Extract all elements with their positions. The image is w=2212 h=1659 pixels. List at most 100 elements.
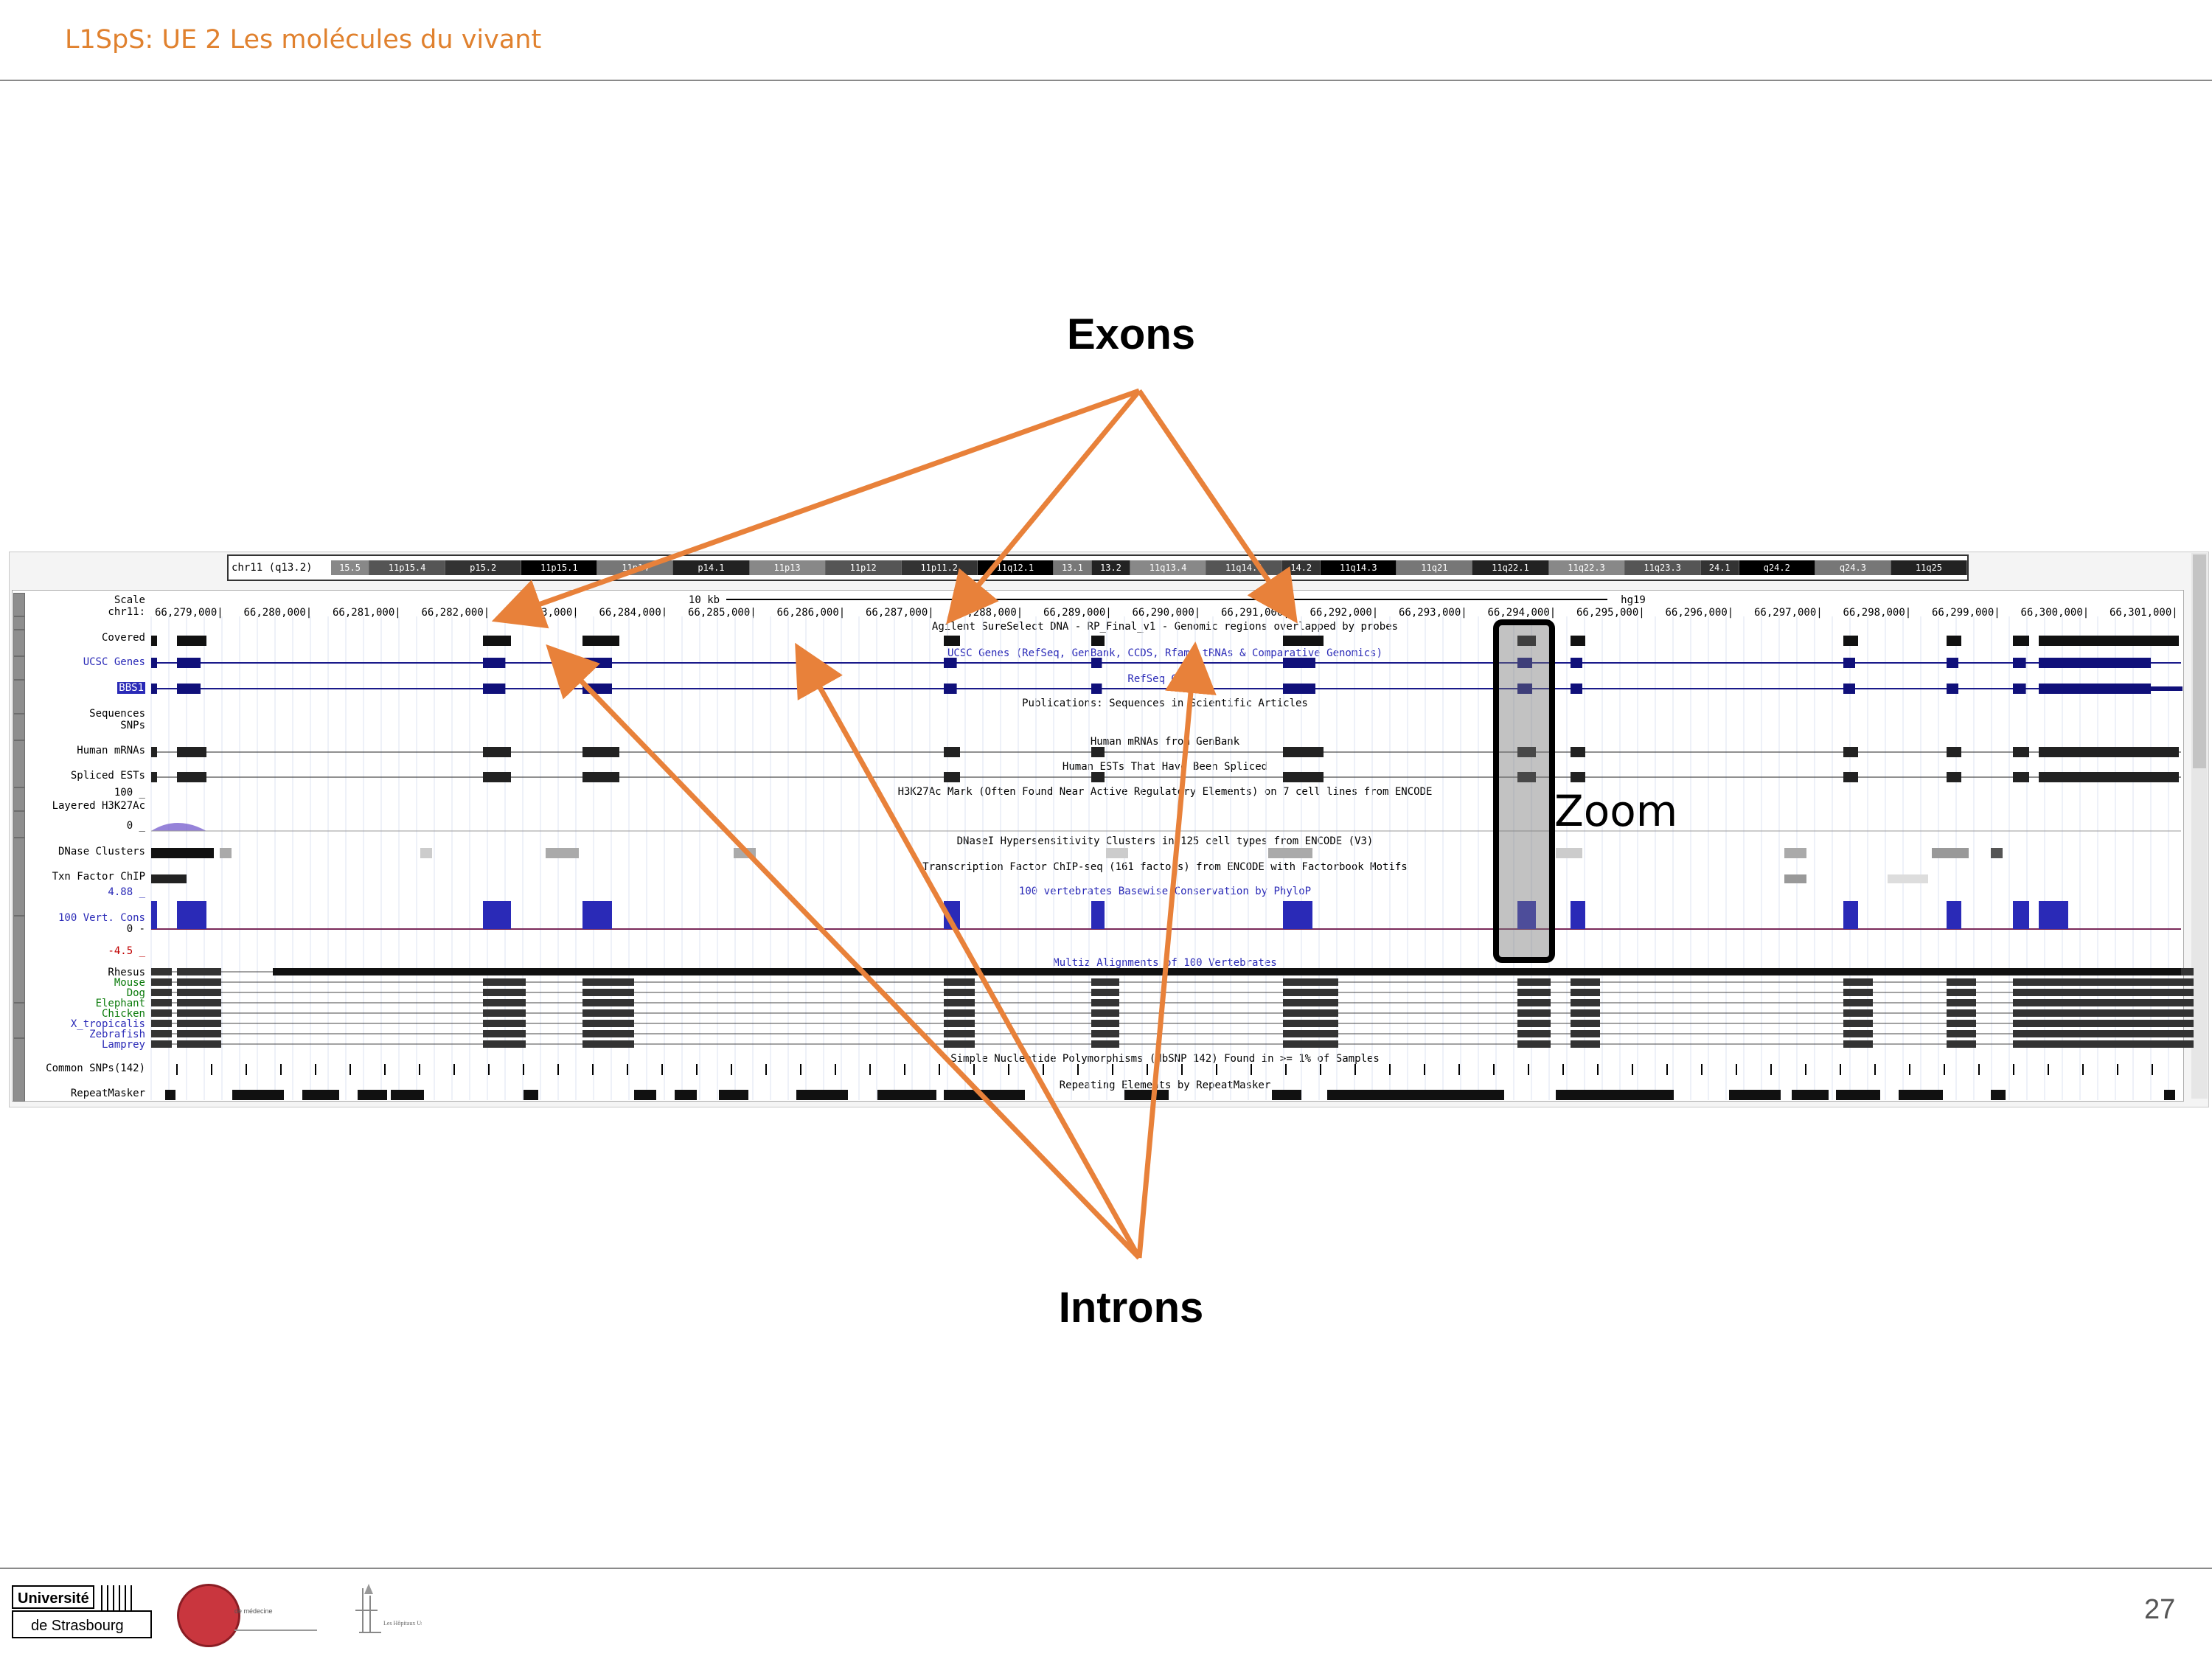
ideogram-band[interactable]: 11q25 [1891,560,1968,575]
multiz-track-title: Multiz Alignments of 100 Vertebrates [1053,957,1277,969]
dnase-track-title: DNaseI Hypersensitivity Clusters in 125 … [956,835,1374,847]
footer-rule [0,1568,2212,1569]
tfbs-track-title: Transcription Factor ChIP-seq (161 facto… [922,861,1408,873]
side-button-tfbs[interactable] [13,811,25,838]
coordinate-tick-label: 66,294,000| [1487,607,1557,619]
ideogram-band[interactable]: 11p15.4 [369,560,446,575]
track-label-dnase-clusters[interactable]: DNase Clusters [58,846,145,858]
track-label-spliced-ests[interactable]: Spliced ESTs [70,770,145,782]
coordinate-tick-label: 66,298,000| [1843,607,1912,619]
side-button-snps[interactable] [13,1003,25,1038]
faculty-seal-icon [177,1584,240,1647]
phylop-track-title: 100 vertebrates Basewise Conservation by… [1018,886,1312,897]
agilent-track-title: Agilent SureSelect DNA - RP_Final_v1 - G… [931,621,1399,633]
side-button-scale[interactable] [13,593,25,616]
scale-bar-label: 10 kb [688,594,720,606]
track-label-human-mrnas[interactable]: Human mRNAs [77,745,145,757]
page-number: 27 [2144,1594,2176,1625]
track-label-refseq[interactable]: BBS1 [16,682,145,694]
publications-track-title: Publications: Sequences in Scientific Ar… [1022,698,1308,709]
repeatmasker-track-title: Repeating Elements by RepeatMasker [1059,1079,1271,1091]
side-button-multiz[interactable] [13,916,25,1003]
h3k27-track-title: H3K27Ac Mark (Often Found Near Active Re… [897,786,1433,798]
species-chicken: Chicken [101,1008,145,1020]
ideogram-band[interactable]: 11p15.1 [521,560,598,575]
cons-min-label: -4.5 _ [108,945,145,957]
ideogram-band[interactable]: q24.2 [1739,560,1815,575]
species-mouse: Mouse [114,977,145,989]
species-lamprey: Lamprey [101,1039,145,1051]
university-logo-top: Université [12,1585,94,1609]
coordinate-tick-label: 66,293,000| [1399,607,1467,619]
refseq-gene-name: BBS1 [117,682,145,694]
species-elephant: Elephant [95,998,145,1009]
track-label-txn-factor[interactable]: Txn Factor ChIP [52,871,145,883]
coordinate-tick-label: 66,301,000| [2110,607,2178,619]
coordinate-tick-label: 66,282,000| [421,607,490,619]
coordinate-tick-label: 66,290,000| [1132,607,1201,619]
track-label-layered-h3k27ac[interactable]: Layered H3K27Ac [52,800,145,812]
scale-label: Scale [114,594,145,606]
coordinate-tick-label: 66,286,000| [776,607,846,619]
side-button-h3k27[interactable] [13,740,25,787]
ideogram-bands: 15.5 11p15.4 p15.2 11p15.1 11p14 p14.1 11p13 11… [331,556,1968,580]
track-label-sequences[interactable]: Sequences [89,708,145,720]
side-button-refseq[interactable] [13,656,25,680]
track-side-buttons[interactable] [13,593,25,1102]
ideogram-band[interactable]: p15.2 [445,560,522,575]
zoom-highlight-box [1493,619,1555,963]
coordinate-tick-label: 66,291,000| [1221,607,1290,619]
track-label-common-snps[interactable]: Common SNPs(142) [46,1062,145,1074]
coordinate-tick-label: 66,295,000| [1576,607,1645,619]
track-label-covered[interactable]: Covered [101,632,145,644]
est-track-title: Human ESTs That Have Been Spliced [1062,761,1268,773]
ideogram-band[interactable]: 11q21 [1397,560,1473,575]
slide-title: L1SpS: UE 2 Les molécules du vivant [65,25,542,55]
ideogram-band[interactable]: 11q14.3 [1321,560,1397,575]
h3k27-max-label: 100 _ [114,787,145,799]
ideogram-band[interactable]: 11q22.1 [1472,560,1549,575]
faculty-text: de médecine [234,1607,317,1631]
side-button-genes[interactable] [13,630,25,656]
coordinate-tick-label: 66,289,000| [1043,607,1112,619]
species-dog: Dog [126,987,145,999]
ideogram-band[interactable]: 11p14 [597,560,674,575]
side-button-cons[interactable] [13,838,25,916]
cons-max-label: 4.88 _ [108,886,145,898]
coordinate-tick-label: 66,280,000| [243,607,313,619]
ideogram-band[interactable]: 13.1 [1053,560,1092,575]
ideogram-band[interactable]: q24.3 [1815,560,1891,575]
species-x-tropicalis: X_tropicalis [70,1018,145,1030]
ideogram-band[interactable]: 15.5 [331,560,370,575]
ideogram-band[interactable]: 11q22.3 [1548,560,1625,575]
scrollbar-thumb[interactable] [2193,554,2206,768]
ideogram-band[interactable]: p14.1 [673,560,750,575]
side-button-repeats[interactable] [13,1038,25,1102]
ideogram-band[interactable]: 11q14.1 [1206,560,1283,575]
coordinate-tick-label: 66,300,000| [2020,607,2090,619]
side-button-covered[interactable] [13,616,25,630]
hospital-logo-text: Les Hôpitaux Universitaires de STRASBOUR… [383,1620,422,1627]
refseq-track-title: RefSeq Genes [1127,673,1203,685]
side-button-sequences[interactable] [13,680,25,714]
ideogram-band[interactable]: 11q23.3 [1624,560,1701,575]
coordinate-tick-label: 66,292,000| [1310,607,1379,619]
track-label-snps-pub[interactable]: SNPs [120,720,145,731]
ideogram-band[interactable]: 11p12 [825,560,902,575]
ideogram-band[interactable]: 11p13 [749,560,826,575]
ideogram-band[interactable]: 11p11.2 [901,560,978,575]
track-label-vert-cons[interactable]: 100 Vert. Cons [58,912,145,924]
university-logo: Université de Strasbourg [12,1585,152,1641]
coordinate-tick-label: 66,288,000| [954,607,1023,619]
track-label-ucsc-genes[interactable]: UCSC Genes [83,656,145,668]
ideogram-band[interactable]: 13.2 [1091,560,1130,575]
ideogram-band[interactable]: 11q12.1 [977,560,1054,575]
ideogram-band[interactable]: 14.2 [1282,560,1321,575]
ideogram-band[interactable]: 24.1 [1700,560,1739,575]
side-button-dnase[interactable] [13,787,25,811]
chromosome-ideogram[interactable]: chr11 (q13.2) 15.5 11p15.4 p15.2 11p15.1 11p… [227,554,1969,581]
side-button-mrna[interactable] [13,714,25,740]
track-label-repeatmasker[interactable]: RepeatMasker [70,1088,145,1099]
snp-track-title: Simple Nucleotide Polymorphisms (dbSNP 1… [950,1053,1380,1065]
ideogram-band[interactable]: 11q13.4 [1130,560,1207,575]
